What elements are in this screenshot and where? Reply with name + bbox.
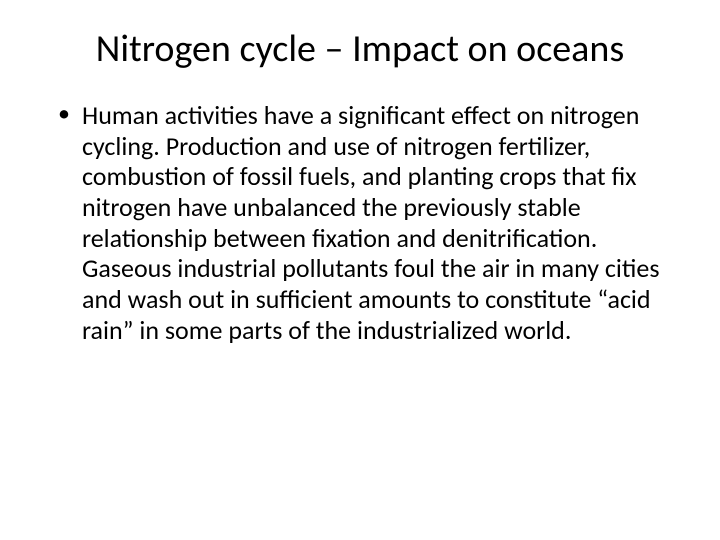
bullet-list: Human activities have a significant effe… [54, 100, 672, 345]
slide: Nitrogen cycle – Impact on oceans Human … [0, 0, 720, 540]
bullet-item: Human activities have a significant effe… [54, 100, 672, 345]
slide-title: Nitrogen cycle – Impact on oceans [48, 26, 672, 72]
